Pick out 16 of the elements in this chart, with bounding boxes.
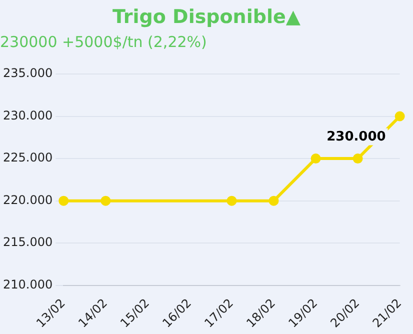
point bbox=[268, 196, 279, 206]
y-tick-label: 235.000 bbox=[3, 66, 53, 80]
chart-subtitle: 230000 +5000$/tn (2,22%) bbox=[0, 33, 207, 51]
data-label: 230.000 bbox=[326, 130, 386, 145]
point bbox=[394, 111, 405, 122]
y-tick-label: 210.000 bbox=[3, 277, 53, 292]
y-tick-label: 215.000 bbox=[3, 235, 53, 250]
point bbox=[310, 154, 321, 164]
y-tick-label: 220.000 bbox=[3, 192, 53, 207]
point bbox=[352, 154, 363, 164]
point bbox=[226, 196, 237, 206]
chart-title: Trigo Disponible▲ bbox=[112, 6, 302, 28]
y-tick-label: 225.000 bbox=[3, 150, 53, 165]
point bbox=[100, 196, 111, 206]
y-tick-label: 230.000 bbox=[3, 108, 53, 122]
point bbox=[58, 196, 69, 206]
